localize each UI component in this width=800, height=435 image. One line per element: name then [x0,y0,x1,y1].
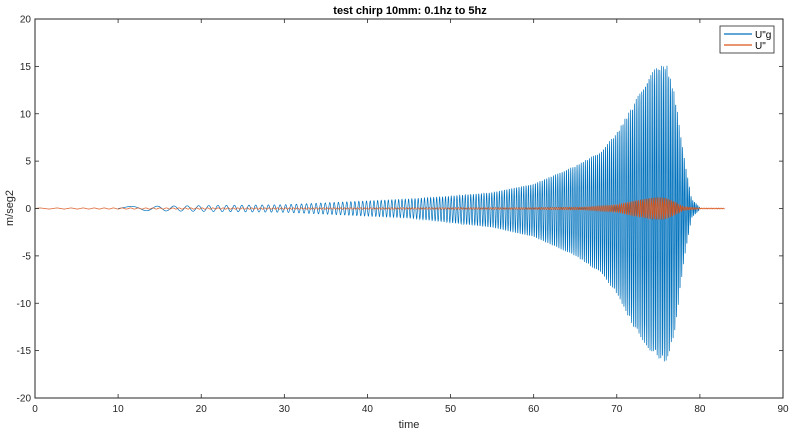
legend[interactable]: U"g U" [719,25,775,54]
x-tick-label: 0 [32,404,38,415]
x-axis-label: time [399,419,420,431]
series-line-u [34,197,725,221]
y-tick-label: 10 [20,109,32,120]
y-tick-label: 0 [25,204,31,215]
y-tick-label: -10 [17,299,32,310]
x-tick-label: 10 [113,404,125,415]
y-tick-label: -20 [17,394,32,405]
x-tick-label: 30 [279,404,291,415]
x-tick-label: 90 [777,404,789,415]
series-line-ug [118,65,701,362]
legend-label-ug: U"g [755,30,771,41]
x-tick-label: 80 [694,404,706,415]
legend-label-u: U" [755,41,766,52]
y-tick-label: -5 [22,251,31,262]
x-tick-label: 50 [445,404,457,415]
y-tick-label: 20 [20,15,32,26]
x-tick-label: 60 [528,404,540,415]
series-group [34,65,725,362]
x-tick-label: 40 [362,404,374,415]
legend-box [719,25,775,54]
x-tick-label: 20 [196,404,208,415]
y-tick-label: 5 [25,157,31,168]
y-axis-label: m/seg2 [4,190,16,226]
y-tick-label: 15 [20,62,32,73]
x-tick-label: 70 [611,404,623,415]
chart-title: test chirp 10mm: 0.1hz to 5hz [333,5,487,17]
y-tick-label: -15 [17,346,32,357]
